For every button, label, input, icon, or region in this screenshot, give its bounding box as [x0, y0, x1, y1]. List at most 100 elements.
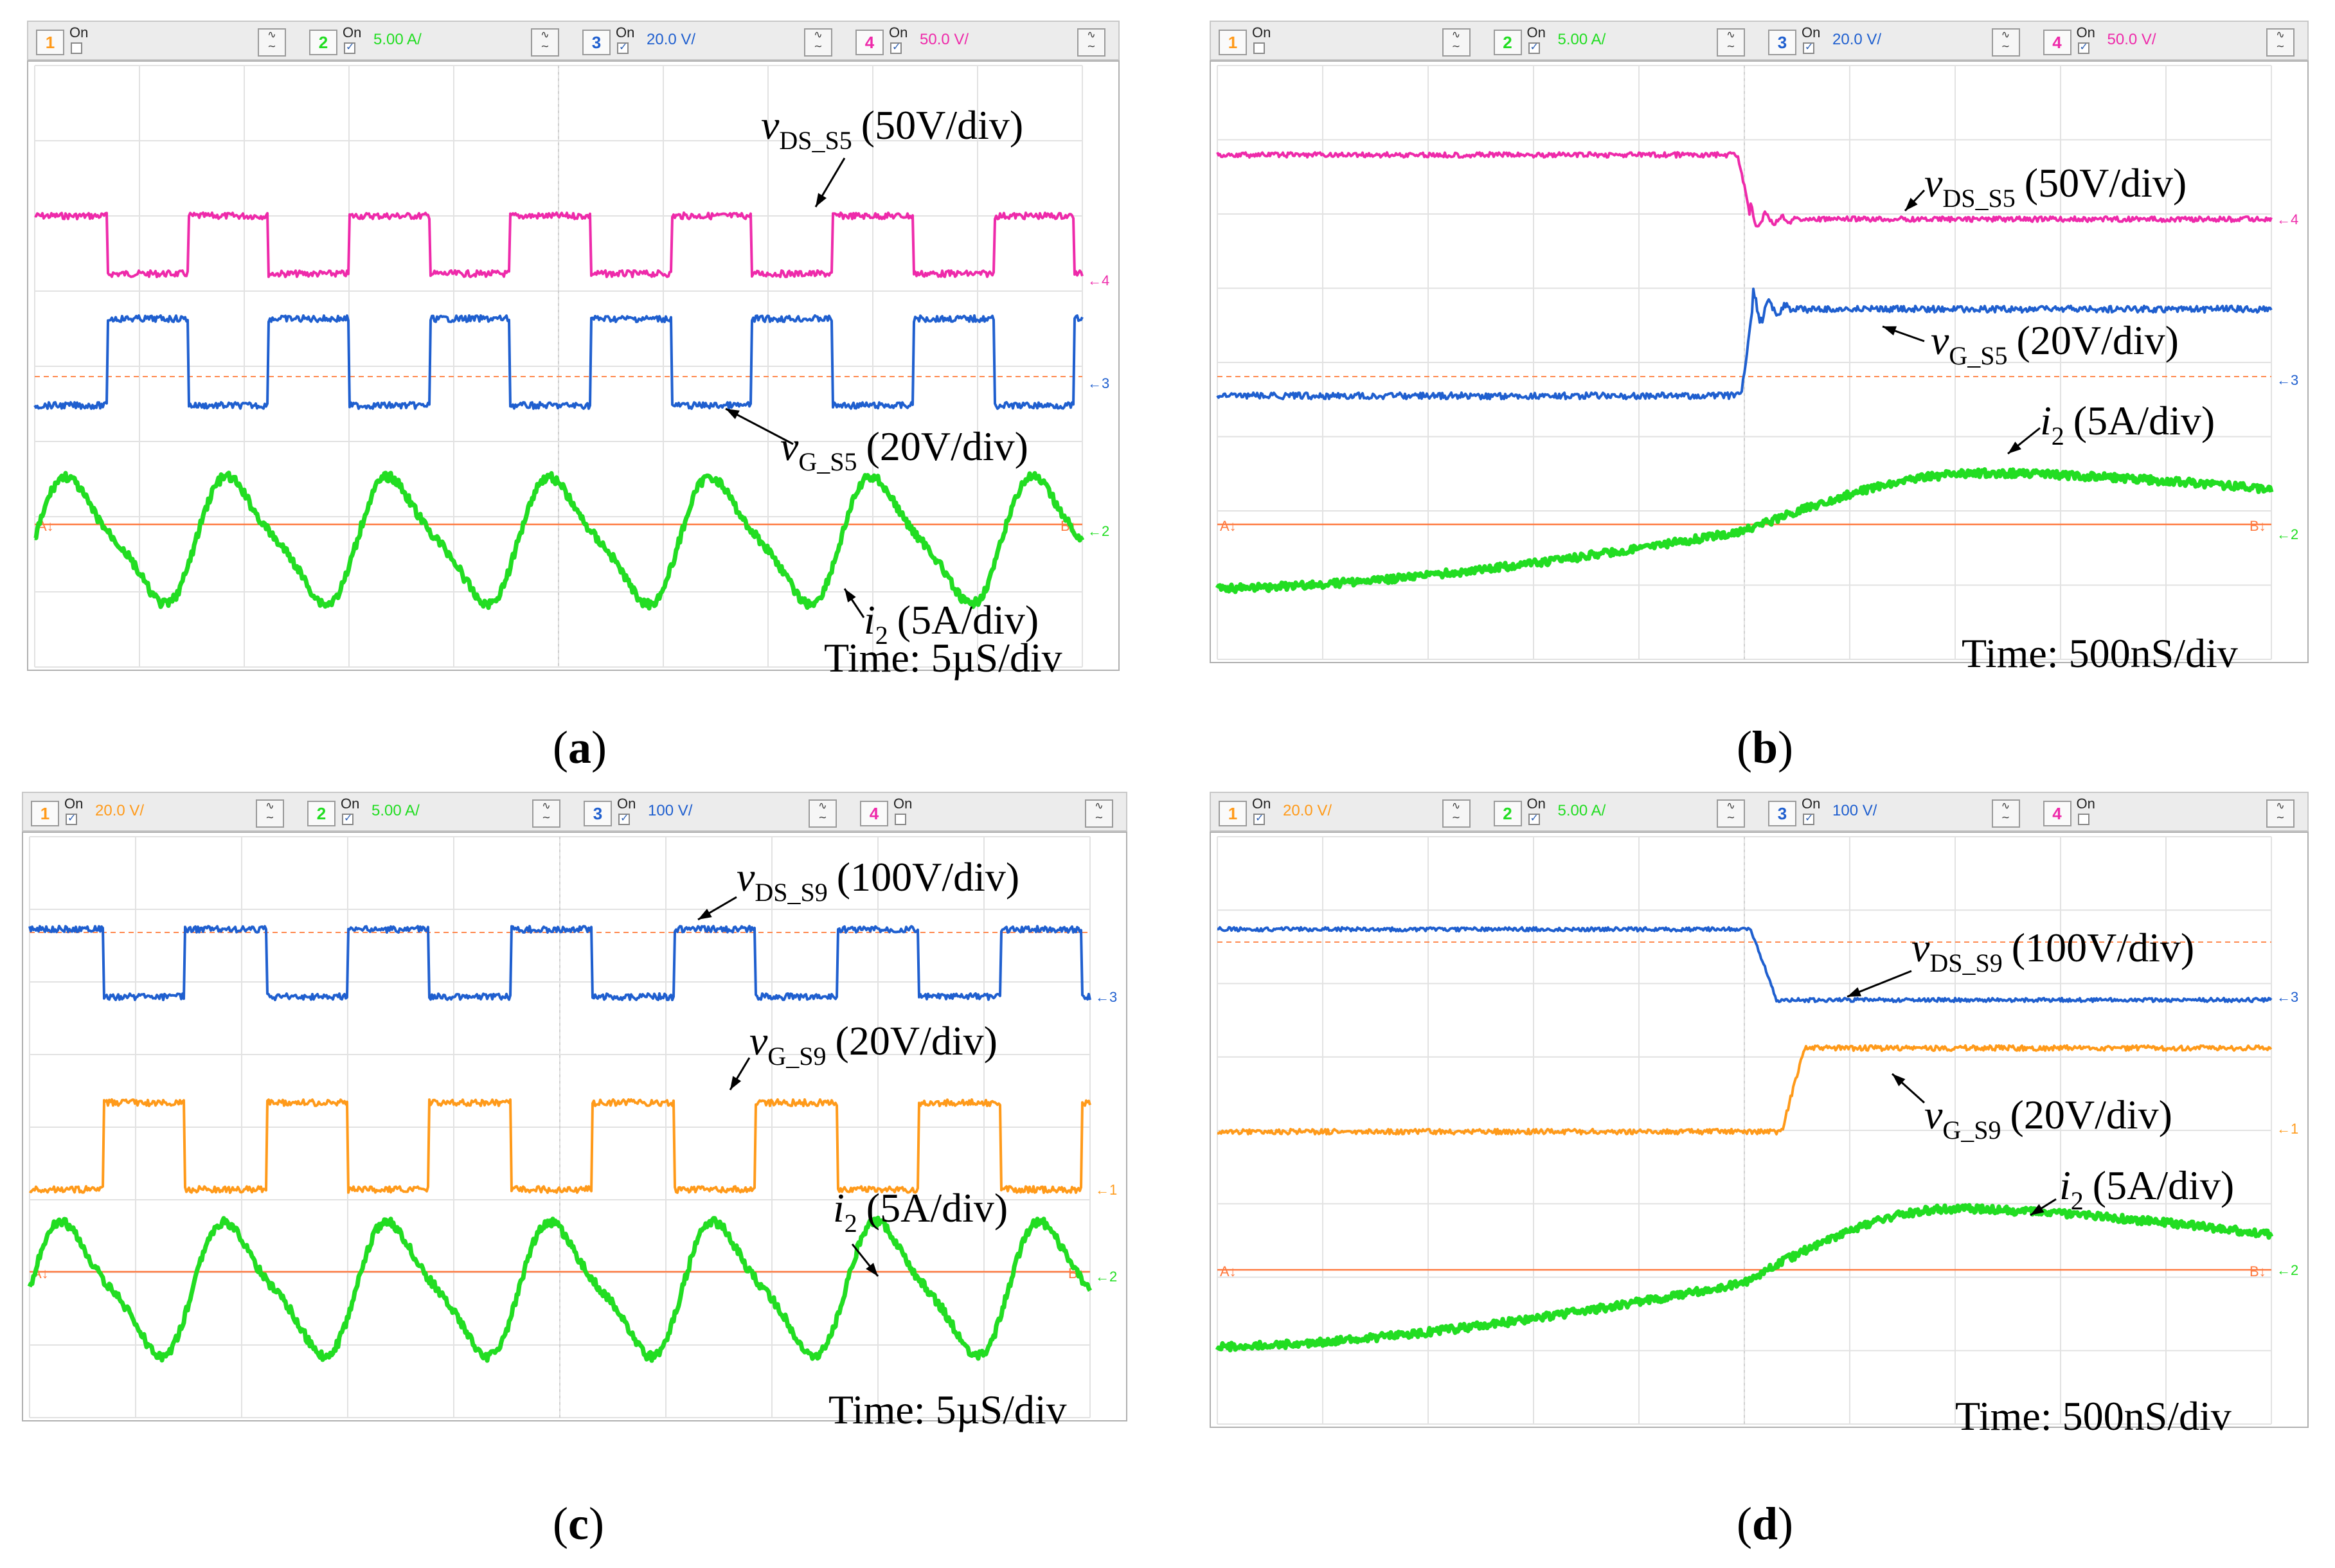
channel-number[interactable]: 4 — [860, 801, 888, 826]
coupling-button[interactable]: ∿ ∼ — [1442, 799, 1471, 828]
channel-scale: 20.0 V/ — [95, 802, 145, 819]
channel-on-checkbox[interactable] — [1803, 40, 1814, 54]
channel-on-checkbox[interactable] — [344, 40, 355, 54]
channel-on-checkbox[interactable] — [71, 42, 82, 54]
channel-on-checkbox[interactable] — [617, 40, 629, 54]
channel-number[interactable]: 1 — [36, 30, 64, 55]
panel-a: 1 On ∿∼ 2 On 5.00 A/ ∿∼ 3 On 20.0 V/ ∿∼ 4 On 50.0 V/ ∿… — [27, 21, 1120, 681]
channel-number[interactable]: 2 — [309, 30, 337, 55]
channel-on-checkbox[interactable] — [895, 814, 906, 825]
channel-on-checkbox[interactable] — [890, 40, 902, 54]
timebase-label: Time: 500nS/div — [1955, 1393, 2232, 1439]
channel-3-control[interactable]: 3 On 20.0 V/ ∿∼ — [582, 24, 843, 57]
label-arrow-head — [730, 1076, 742, 1090]
label-arrow-head — [816, 193, 827, 207]
channel-number[interactable]: 1 — [1219, 30, 1247, 55]
channel-4-control[interactable]: 4 On ∿ ∼ — [860, 796, 1123, 828]
coupling-button[interactable]: ∿ ∼ — [531, 28, 559, 57]
coupling-button[interactable]: ∿ ∼ — [1077, 28, 1105, 57]
scope-toolbar: 1 On 20.0 V/ ∿∼ 2 On 5.00 A/ ∿∼ 3 On 100 V/ ∿∼ 4 On ∿∼ — [22, 792, 1127, 832]
channel-on-checkbox[interactable] — [1803, 812, 1814, 825]
channel-2-control[interactable]: 2On5.00 A/∿∼ — [309, 24, 569, 57]
timebase-label: Time: 5µS/div — [828, 1387, 1067, 1432]
channel-number[interactable]: 3 — [1768, 801, 1796, 826]
channel-3-control[interactable]: 3 On 100 V/ ∿∼ — [584, 796, 847, 828]
coupling-button[interactable]: ∿ ∼ — [2266, 28, 2295, 57]
channel-on-checkbox[interactable] — [1253, 812, 1265, 825]
channel-number[interactable]: 1 — [31, 801, 59, 826]
channel-number[interactable]: 4 — [2043, 801, 2071, 826]
channel-4-control[interactable]: 4 On 50.0 V/ ∿∼ — [855, 24, 1116, 57]
channel-1-control[interactable]: 1 On 20.0 V/ ∿∼ — [31, 796, 294, 828]
label-arrow-head — [1905, 197, 1918, 211]
coupling-button[interactable]: ∿ ∼ — [1991, 799, 2020, 828]
channel-on-checkbox[interactable] — [1528, 40, 1540, 54]
coupling-button[interactable]: ∿ ∼ — [1991, 28, 2020, 57]
channel-marker-2: ←2 — [2277, 526, 2298, 542]
channel-4-control[interactable]: 4 On ∿ ∼ — [2043, 796, 2305, 828]
channel-number[interactable]: 2 — [307, 801, 335, 826]
coupling-button[interactable]: ∿ ∼ — [1442, 28, 1471, 57]
channel-4-control[interactable]: 4 On 50.0 V/ ∿∼ — [2043, 24, 2305, 57]
channel-1-control[interactable]: 1 On 20.0 V/ ∿∼ — [1219, 796, 1481, 828]
channel-1-control[interactable]: 1 On ∿ ∼ — [1219, 24, 1481, 57]
ref-marker-a: A↓ — [1220, 518, 1237, 534]
channel-number[interactable]: 2 — [1493, 30, 1522, 55]
coupling-button[interactable]: ∿ ∼ — [1717, 28, 1745, 57]
channel-2-control[interactable]: 2On5.00 A/∿∼ — [1493, 24, 1756, 57]
channel-number[interactable]: 4 — [2043, 30, 2071, 55]
channel-number[interactable]: 1 — [1219, 801, 1247, 826]
channel-marker-2: ←2 — [2277, 1262, 2298, 1278]
channel-scale: 50.0 V/ — [920, 31, 969, 48]
channel-number[interactable]: 4 — [855, 30, 884, 55]
coupling-button[interactable]: ∿ ∼ — [258, 28, 286, 57]
scope-screen: A↓ B↓ ←3 vDS_S9 (100V/div) ←1 vG_S9 (20V/div) ←2… — [22, 832, 1127, 1421]
coupling-button[interactable]: ∿ ∼ — [809, 799, 837, 828]
trace-vDS_S5 — [34, 211, 1084, 278]
trace-i2 — [1215, 467, 2274, 594]
channel-on-label: On — [1526, 796, 1546, 812]
channel-on-label: On — [893, 796, 913, 812]
grid — [34, 65, 1083, 668]
caption-b: (b) — [1737, 722, 1794, 773]
series-label-vG_S9: vG_S9 (20V/div) — [1924, 1092, 2172, 1145]
series-label-vDS_S9: vDS_S9 (100V/div) — [737, 854, 1019, 907]
channel-number[interactable]: 2 — [1493, 801, 1522, 826]
channel-on-checkbox[interactable] — [618, 812, 630, 825]
caption-c: (c) — [553, 1498, 604, 1549]
channel-on-checkbox[interactable] — [2077, 814, 2089, 825]
channel-on-checkbox[interactable] — [2077, 40, 2089, 54]
coupling-button[interactable]: ∿ ∼ — [1085, 799, 1113, 828]
series-label-i2: i2 (5A/div) — [2040, 398, 2215, 450]
channel-2-control[interactable]: 2On5.00 A/∿∼ — [1493, 796, 1756, 828]
channel-on-checkbox[interactable] — [1528, 812, 1540, 825]
channel-scale: 20.0 V/ — [647, 31, 696, 48]
coupling-button[interactable]: ∿ ∼ — [256, 799, 284, 828]
channel-number[interactable]: 3 — [582, 30, 611, 55]
channel-3-control[interactable]: 3 On 100 V/ ∿∼ — [1768, 796, 2030, 828]
coupling-button[interactable]: ∿ ∼ — [532, 799, 560, 828]
channel-on-label: On — [1802, 24, 1821, 40]
channel-on-checkbox[interactable] — [342, 812, 353, 825]
series-label-i2: i2 (5A/div) — [833, 1185, 1008, 1238]
channel-3-control[interactable]: 3 On 20.0 V/ ∿∼ — [1768, 24, 2030, 57]
series-label-vG_S5: vG_S5 (20V/div) — [780, 423, 1028, 476]
trace-i2 — [27, 1215, 1093, 1363]
coupling-button[interactable]: ∿ ∼ — [804, 28, 832, 57]
channel-number[interactable]: 3 — [584, 801, 612, 826]
ref-marker-b: B↓ — [2250, 518, 2266, 534]
channel-on-checkbox[interactable] — [66, 812, 77, 825]
label-arrow-head — [1883, 326, 1897, 335]
channel-1-control[interactable]: 1 On ∿ ∼ — [36, 24, 296, 57]
coupling-button[interactable]: ∿ ∼ — [1717, 799, 1745, 828]
channel-number[interactable]: 3 — [1768, 30, 1796, 55]
channel-marker-1: ←1 — [1095, 1182, 1117, 1198]
channel-on-checkbox[interactable] — [1253, 42, 1265, 54]
scope-screen: A↓ B↓ ←4 vDS_S5 (50V/div) ←3 vG_S5 (20V/div) ←2 i… — [27, 60, 1120, 671]
timebase-label: Time: 500nS/div — [1962, 630, 2238, 676]
channel-2-control[interactable]: 2On5.00 A/∿∼ — [307, 796, 571, 828]
waveform-plot: A↓ B↓ ←4 vDS_S5 (50V/div) ←3 vG_S5 (20V/div) ←2 i… — [1215, 65, 2298, 660]
series-label-vG_S5: vG_S5 (20V/div) — [1931, 317, 2179, 370]
coupling-button[interactable]: ∿ ∼ — [2266, 799, 2295, 828]
label-arrow-head — [698, 909, 712, 920]
